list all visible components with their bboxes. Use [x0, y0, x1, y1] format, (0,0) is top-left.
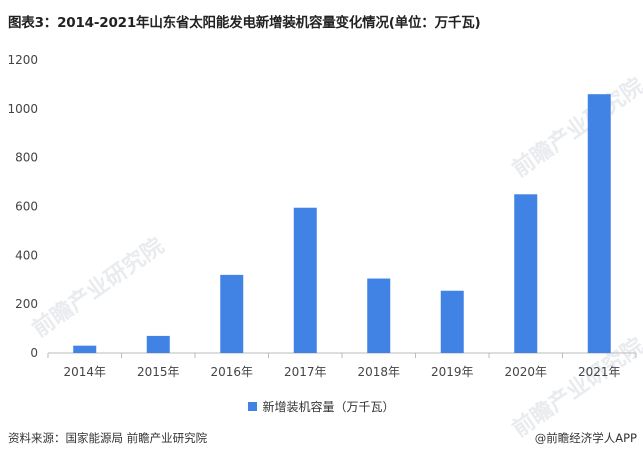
bar — [293, 207, 317, 353]
y-tick-label: 800 — [15, 151, 38, 165]
bar — [514, 194, 538, 353]
y-tick-label: 1000 — [7, 102, 38, 116]
y-tick-label: 0 — [30, 346, 38, 360]
x-tick-label: 2019年 — [431, 365, 474, 379]
x-tick-label: 2018年 — [357, 365, 400, 379]
x-tick-label: 2020年 — [504, 365, 547, 379]
chart-title: 图表3：2014-2021年山东省太阳能发电新增装机容量变化情况(单位：万千瓦) — [8, 15, 481, 31]
x-tick-label: 2014年 — [63, 365, 106, 379]
x-tick-label: 2017年 — [284, 365, 327, 379]
bar — [146, 335, 170, 353]
bar — [367, 278, 391, 353]
x-tick-label: 2021年 — [578, 365, 621, 379]
source-note: 资料来源：国家能源局 前瞻产业研究院 — [8, 431, 208, 445]
legend-swatch — [248, 402, 258, 411]
legend: 新增装机容量（万千瓦） — [0, 398, 643, 415]
x-tick-label: 2015年 — [137, 365, 180, 379]
bar — [440, 290, 464, 353]
y-tick-label: 200 — [15, 297, 38, 311]
bar-chart: 0 200 400 600 800 1000 1200 2014年 2015年 2016年 2017… — [7, 53, 637, 379]
y-tick-label: 400 — [15, 248, 38, 262]
y-tick-label: 600 — [15, 200, 38, 214]
bar — [220, 274, 244, 353]
x-tick-label: 2016年 — [210, 365, 253, 379]
y-tick-label: 1200 — [7, 53, 38, 67]
brand-label: @前瞻经济学人APP — [534, 431, 637, 445]
bar — [73, 345, 97, 353]
legend-label: 新增装机容量（万千瓦） — [262, 400, 395, 414]
bar — [587, 94, 611, 353]
